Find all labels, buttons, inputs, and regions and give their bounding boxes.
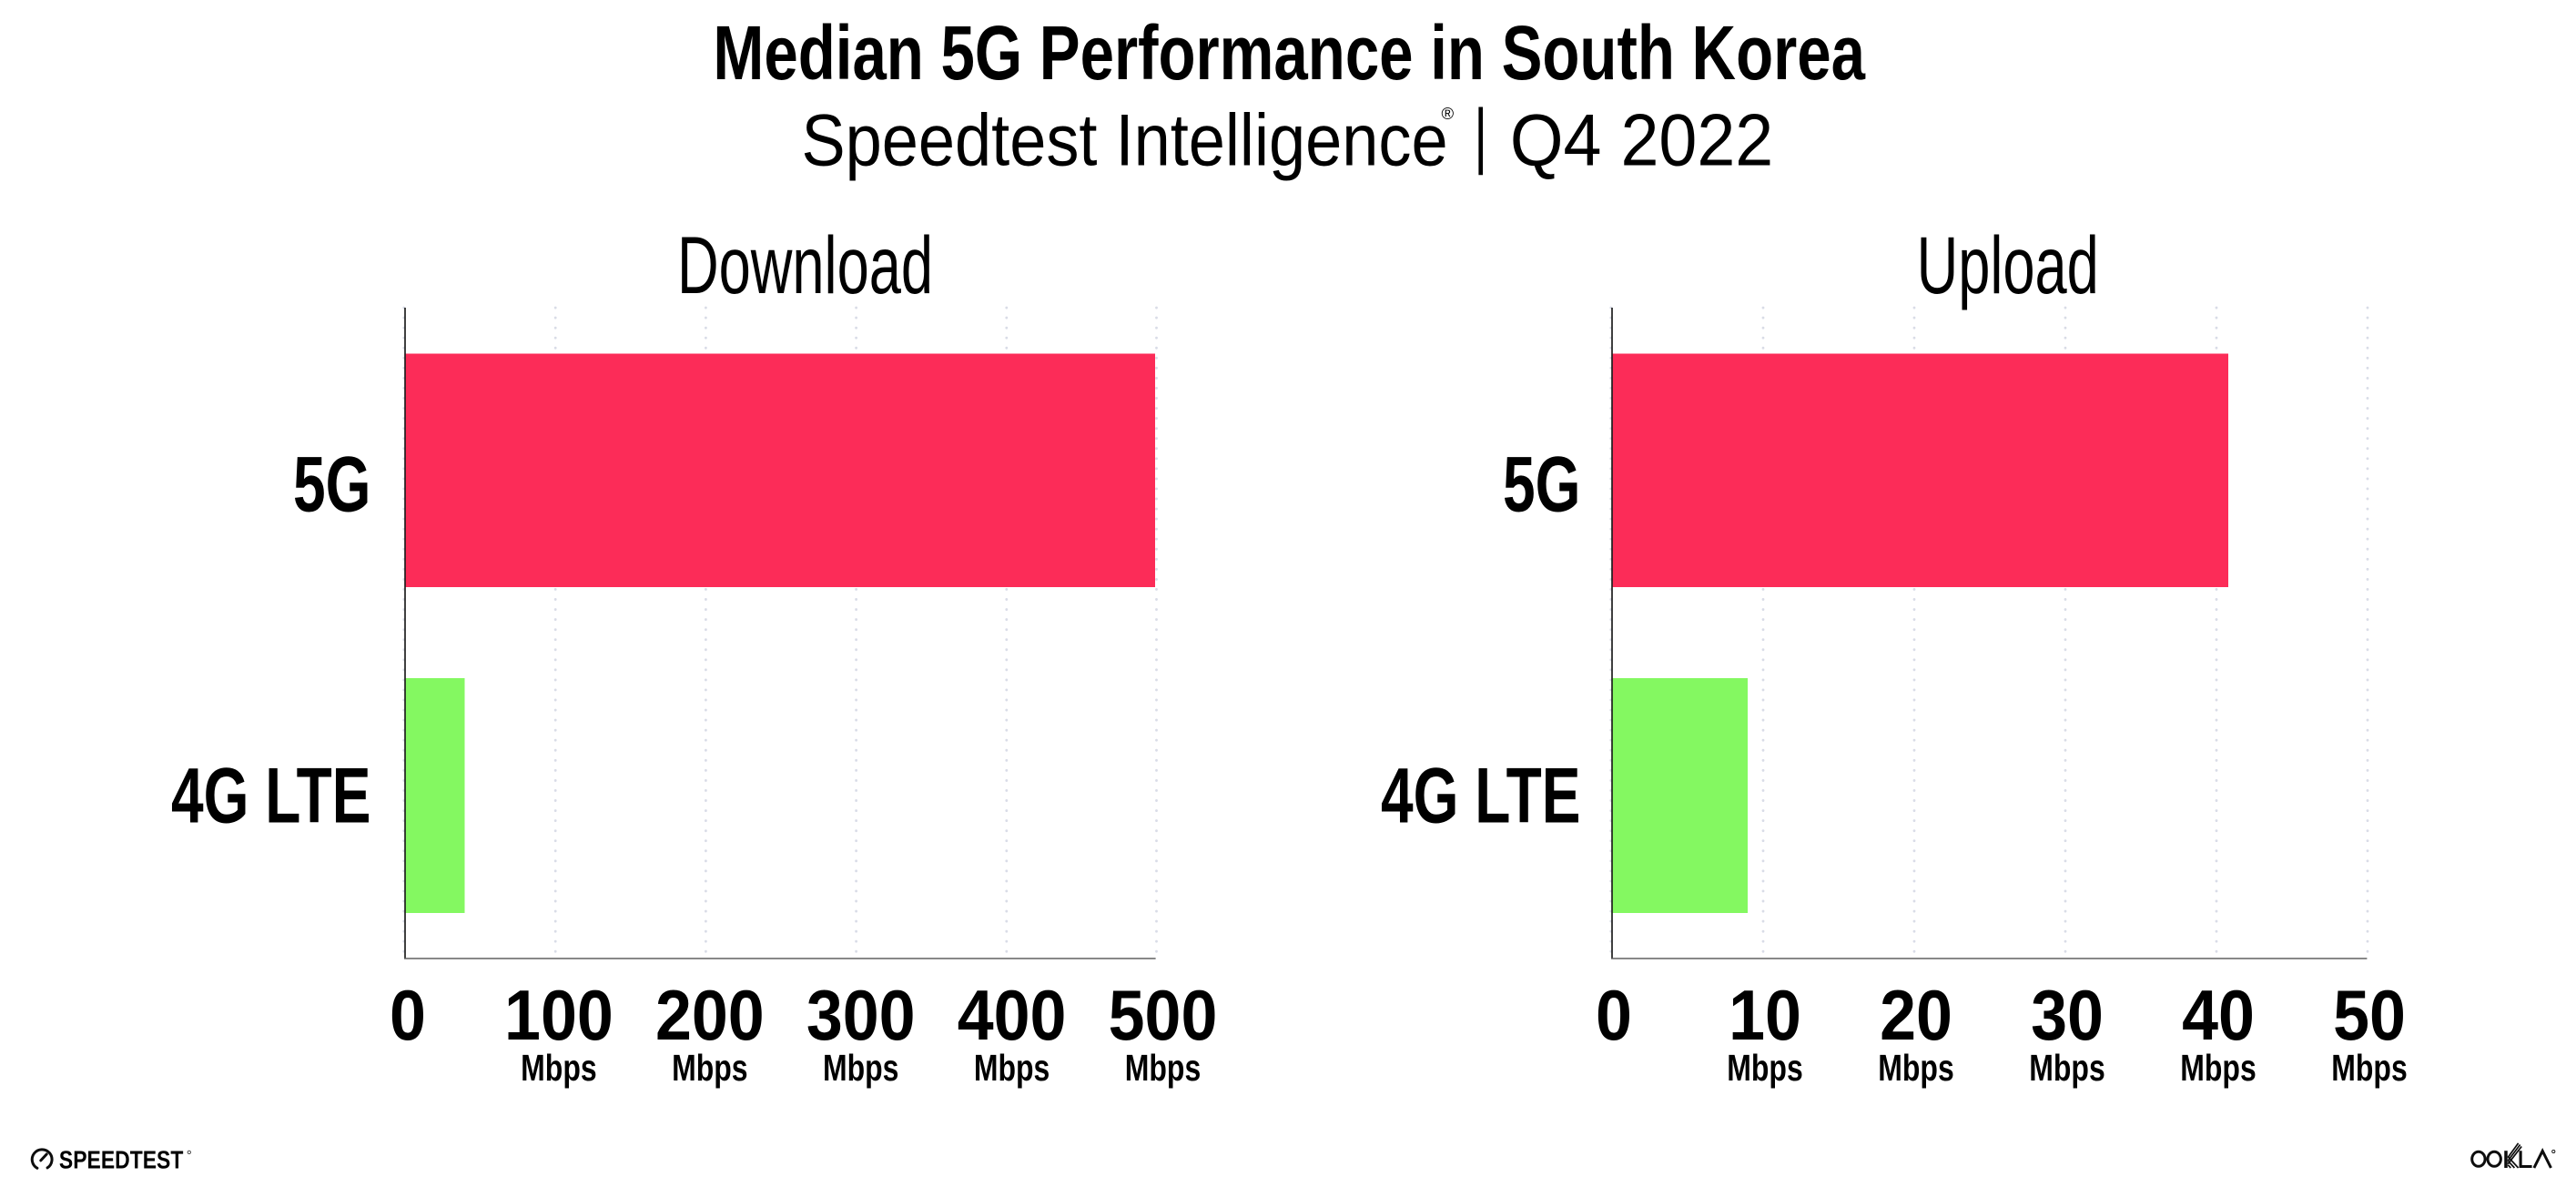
svg-text:300: 300	[806, 975, 916, 1054]
svg-text:5G: 5G	[293, 441, 370, 528]
svg-text:20: 20	[1880, 975, 1952, 1054]
svg-text:Mbps: Mbps	[823, 1047, 898, 1089]
svg-text:200: 200	[655, 975, 765, 1054]
svg-text:40: 40	[2182, 975, 2255, 1054]
svg-text:5G: 5G	[1503, 441, 1580, 528]
svg-text:500: 500	[1109, 975, 1218, 1054]
svg-text:30: 30	[2031, 975, 2104, 1054]
svg-text:50: 50	[2333, 975, 2406, 1054]
svg-text:Mbps: Mbps	[974, 1047, 1050, 1089]
svg-text:400: 400	[958, 975, 1067, 1054]
svg-text:Q4 2022: Q4 2022	[1510, 98, 1773, 181]
svg-text:100: 100	[504, 975, 614, 1054]
svg-text:Mbps: Mbps	[2180, 1047, 2256, 1089]
svg-text:Speedtest Intelligence: Speedtest Intelligence	[802, 100, 1448, 182]
svg-text:®: ®	[1441, 104, 1454, 123]
svg-text:SPEEDTEST: SPEEDTEST	[59, 1146, 184, 1174]
svg-text:10: 10	[1729, 975, 1801, 1054]
svg-text:Mbps: Mbps	[1125, 1047, 1201, 1089]
svg-text:4G LTE: 4G LTE	[1381, 752, 1581, 839]
svg-text:4G LTE: 4G LTE	[171, 752, 371, 839]
svg-text:Upload: Upload	[1917, 220, 2099, 310]
svg-text:Mbps: Mbps	[2331, 1047, 2407, 1089]
svg-text:Mbps: Mbps	[2029, 1047, 2104, 1089]
svg-text:Download: Download	[677, 220, 933, 310]
svg-text:Mbps: Mbps	[521, 1047, 596, 1089]
svg-text:|: |	[1474, 94, 1487, 176]
svg-text:Mbps: Mbps	[672, 1047, 747, 1089]
svg-text:Median 5G Performance in South: Median 5G Performance in South Korea	[713, 11, 1865, 96]
svg-text:Mbps: Mbps	[1727, 1047, 1802, 1089]
svg-text:0: 0	[1596, 975, 1632, 1054]
svg-text:Mbps: Mbps	[1878, 1047, 1953, 1089]
svg-text:0: 0	[390, 975, 426, 1054]
